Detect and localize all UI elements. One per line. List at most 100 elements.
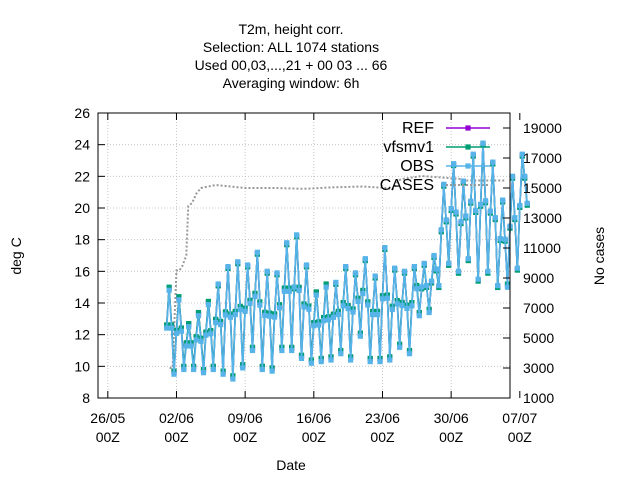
obs-point	[323, 284, 329, 290]
obs-point	[397, 344, 403, 350]
x-tick-label-hour: 00Z	[164, 429, 189, 445]
obs-point	[215, 281, 221, 287]
y-tick-label: 8	[82, 390, 90, 406]
obs-point	[335, 311, 341, 318]
obs-point	[350, 309, 356, 315]
obs-point	[453, 209, 459, 215]
y2-tick-label: 17000	[523, 150, 562, 166]
vfsmv1-point	[313, 289, 319, 295]
obs-point	[213, 319, 219, 326]
obs-point	[338, 351, 344, 357]
obs-point	[404, 305, 410, 311]
obs-point	[487, 208, 493, 214]
title-line: Used 00,03,...,21 + 00 03 ... 66	[195, 57, 388, 73]
title-line: Averaging window: 6h	[223, 75, 360, 91]
y2-tick-label: 9000	[523, 270, 554, 286]
obs-point	[198, 338, 204, 344]
obs-point	[367, 359, 373, 365]
obs-point	[176, 297, 182, 303]
legend-marker	[465, 163, 471, 169]
obs-point	[333, 279, 339, 285]
y2-tick-label: 11000	[523, 240, 561, 256]
y-tick-label: 12	[74, 327, 90, 343]
x-tick-label-date: 16/06	[296, 410, 331, 426]
x-tick-label-hour: 00Z	[233, 429, 258, 445]
obs-point	[306, 306, 312, 312]
obs-point	[458, 219, 464, 225]
obs-point	[284, 240, 290, 246]
obs-point	[443, 217, 449, 223]
obs-point	[193, 337, 199, 343]
obs-point	[509, 173, 516, 179]
obs-point	[173, 330, 180, 336]
cases-series	[169, 174, 506, 369]
obs-point	[235, 259, 241, 265]
x-tick-label-date: 02/06	[159, 410, 194, 426]
obs-point	[340, 303, 346, 309]
obs-point	[436, 283, 442, 289]
obs-point	[311, 323, 317, 329]
obs-point	[414, 286, 420, 292]
x-tick-label-date: 07/07	[502, 410, 537, 426]
y-tick-label: 18	[74, 232, 90, 248]
obs-point	[227, 314, 233, 320]
axis-ticks	[98, 112, 521, 399]
obs-point	[169, 325, 175, 331]
y-axis-label: deg C	[8, 237, 24, 274]
obs-point	[237, 307, 243, 313]
obs-point	[262, 312, 268, 319]
obs-point	[318, 359, 324, 365]
obs-point	[186, 324, 192, 330]
obs-point	[473, 207, 479, 214]
obs-line	[165, 143, 528, 380]
obs-point	[164, 325, 170, 331]
obs-point	[485, 268, 491, 274]
obs-point	[394, 301, 400, 307]
obs-point	[490, 159, 496, 165]
obs-point	[171, 371, 177, 377]
obs-point	[392, 265, 398, 271]
obs-point	[455, 268, 462, 274]
obs-point	[438, 227, 444, 233]
obs-point	[328, 357, 334, 363]
obs-point	[289, 347, 295, 354]
obs-point	[296, 287, 302, 294]
y2-tick-label: 13000	[523, 210, 562, 226]
legend-label: REF	[402, 120, 434, 137]
obs-point	[232, 312, 238, 318]
obs-point	[362, 256, 368, 262]
obs-point	[298, 355, 305, 361]
obs-point	[421, 260, 427, 266]
vfsmv1-point	[176, 294, 182, 300]
x-tick-label-hour: 00Z	[508, 429, 533, 445]
obs-point	[411, 264, 417, 270]
obs-point	[330, 314, 336, 320]
obs-point	[401, 268, 408, 274]
obs-point	[343, 264, 349, 270]
obs-point	[504, 284, 511, 290]
obs-point	[276, 305, 283, 311]
obs-point	[200, 370, 207, 376]
y-tick-label: 24	[74, 137, 90, 153]
obs-point	[463, 213, 469, 219]
cases-line	[169, 174, 506, 369]
obs-point	[178, 328, 184, 334]
obs-point	[222, 312, 229, 318]
obs-point	[522, 173, 528, 179]
obs-point	[247, 300, 253, 307]
obs-point	[360, 291, 366, 297]
legend-marker	[465, 144, 471, 150]
obs-point	[387, 357, 393, 363]
obs-point	[428, 278, 435, 284]
obs-point	[399, 302, 405, 309]
obs-point	[245, 262, 251, 268]
obs-point	[468, 198, 474, 204]
obs-point	[524, 200, 530, 206]
obs-point	[166, 287, 172, 293]
obs-point	[426, 309, 432, 316]
obs-point	[357, 333, 363, 339]
obs-point	[286, 288, 292, 294]
obs-point	[308, 360, 314, 366]
obs-point	[460, 178, 466, 184]
